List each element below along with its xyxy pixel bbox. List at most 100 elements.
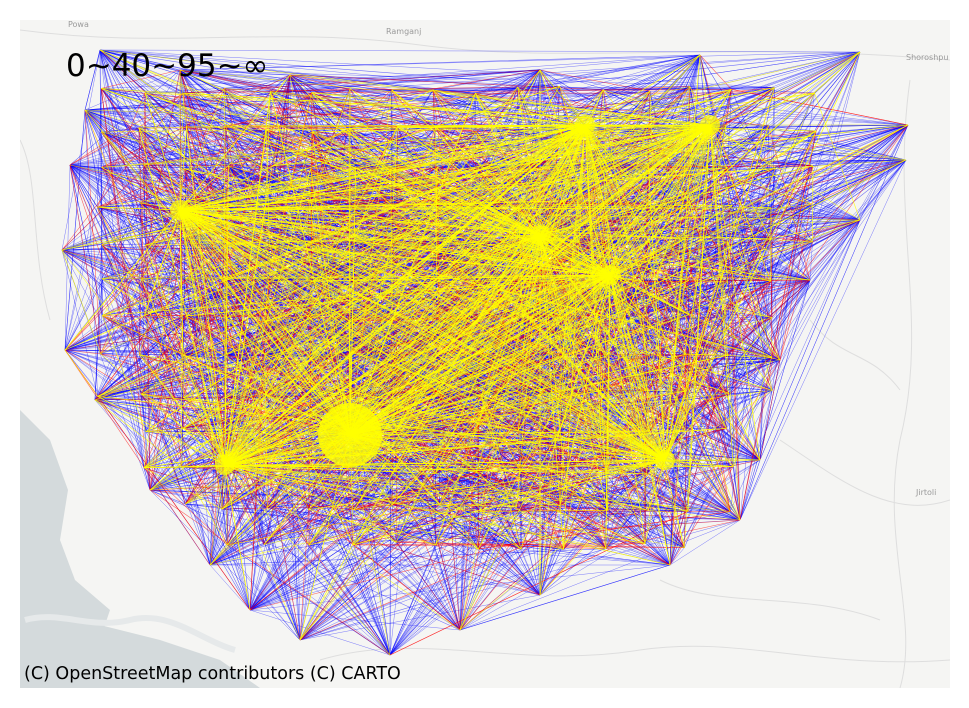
flow-line-low — [392, 124, 586, 395]
flow-line-low — [584, 124, 602, 436]
flow-line-low — [664, 54, 701, 461]
flow-line-low — [224, 464, 228, 546]
flow-line-low — [179, 209, 772, 358]
flow-line-mid — [143, 467, 541, 596]
flow-line-low — [184, 124, 586, 170]
flow-line-low — [179, 209, 227, 398]
flow-line-mid — [141, 88, 225, 280]
flow-line-low — [709, 124, 776, 169]
flow-line-low — [584, 124, 741, 521]
flow-line-low — [311, 390, 666, 461]
flow-line-low — [603, 167, 611, 276]
flow-line-low — [64, 349, 98, 397]
flow-line-high — [64, 349, 393, 359]
flow-line-low — [224, 283, 395, 466]
flow-line-low — [268, 274, 611, 282]
flow-line-low — [179, 209, 811, 281]
map-canvas[interactable]: Powa Ramganj Shoroshpu Jirtoli — [20, 20, 950, 688]
flow-line-low — [64, 209, 181, 351]
flow-line-low — [84, 109, 586, 126]
flow-line-high — [685, 238, 781, 361]
flow-line-low — [475, 93, 611, 276]
flow-line-low — [224, 464, 731, 512]
flow-line-high — [143, 467, 151, 491]
flow-line-low — [179, 209, 352, 281]
flow-line-mid — [226, 89, 392, 244]
flow-line-low — [814, 92, 861, 221]
flow-line-low — [349, 125, 769, 436]
flow-line-low — [609, 274, 650, 432]
flow-line-low — [270, 91, 586, 126]
flow-line-low — [391, 89, 666, 461]
flow-line-low — [349, 88, 611, 276]
flow-line-low — [267, 124, 586, 397]
flow-line-low — [519, 469, 648, 475]
flow-line-high — [770, 238, 781, 361]
flow-line-low — [225, 124, 586, 127]
flow-line-low — [144, 315, 351, 436]
flow-line-high — [99, 49, 476, 94]
flow-line-mid — [311, 92, 354, 394]
flow-line-low — [609, 274, 741, 521]
flow-line-low — [539, 459, 666, 596]
flow-line-low — [179, 167, 728, 211]
flow-line-low — [607, 459, 666, 511]
flow-line-low — [687, 124, 711, 512]
flow-line-low — [539, 219, 861, 236]
flow-line-low — [84, 109, 666, 461]
flow-line-mid — [249, 509, 649, 611]
flow-line-high — [209, 393, 565, 566]
flow-line-low — [349, 434, 606, 549]
flow-line-low — [94, 399, 183, 468]
flow-line-low — [185, 243, 228, 280]
flow-line-low — [179, 209, 691, 468]
flow-line-mid — [648, 466, 734, 511]
flow-line-low — [539, 167, 776, 236]
flow-line-mid — [209, 471, 396, 566]
flow-line-high — [101, 88, 732, 168]
flow-line-low — [224, 244, 480, 466]
flow-line-low — [439, 503, 517, 507]
flow-line-low — [312, 124, 711, 133]
flow-line-low — [84, 109, 226, 466]
flow-line-low — [61, 249, 101, 354]
flow-line-high — [99, 49, 181, 71]
flow-line-low — [264, 283, 395, 322]
flow-line-high — [69, 164, 103, 316]
flow-line-low — [61, 209, 181, 251]
flow-line-low — [311, 234, 541, 282]
flow-line-low — [140, 393, 184, 429]
flow-line-mid — [646, 130, 817, 474]
flow-line-high — [64, 167, 102, 351]
flow-line-low — [101, 209, 181, 245]
flow-line-low — [518, 124, 711, 208]
flow-line-low — [644, 459, 666, 544]
flow-line-low — [609, 241, 728, 276]
flow-line-low — [224, 464, 671, 566]
flow-line-high — [308, 544, 541, 596]
flow-line-mid — [227, 435, 601, 546]
flow-line-high — [312, 131, 393, 241]
flow-line-low — [352, 318, 479, 394]
flow-line-high — [61, 49, 101, 251]
flow-line-high — [811, 204, 861, 221]
flow-line-mid — [739, 165, 814, 521]
flow-line-low — [179, 209, 479, 353]
flow-line-high — [771, 279, 811, 358]
flow-line-low — [647, 88, 732, 126]
flow-line-low — [609, 130, 685, 276]
flow-line-low — [224, 280, 564, 466]
flow-line-low — [221, 280, 351, 436]
flow-line-low — [539, 69, 586, 126]
flow-line-low — [312, 131, 351, 436]
flow-line-low — [609, 238, 686, 276]
flow-line-low — [436, 354, 559, 437]
flow-line-low — [664, 390, 773, 461]
flow-line-high — [64, 109, 86, 351]
flow-line-low — [224, 86, 518, 466]
flow-line-low — [264, 459, 666, 545]
flow-line-low — [181, 466, 228, 546]
flow-line-low — [144, 92, 541, 236]
flow-line-low — [539, 234, 689, 281]
flow-line-low — [224, 464, 685, 548]
